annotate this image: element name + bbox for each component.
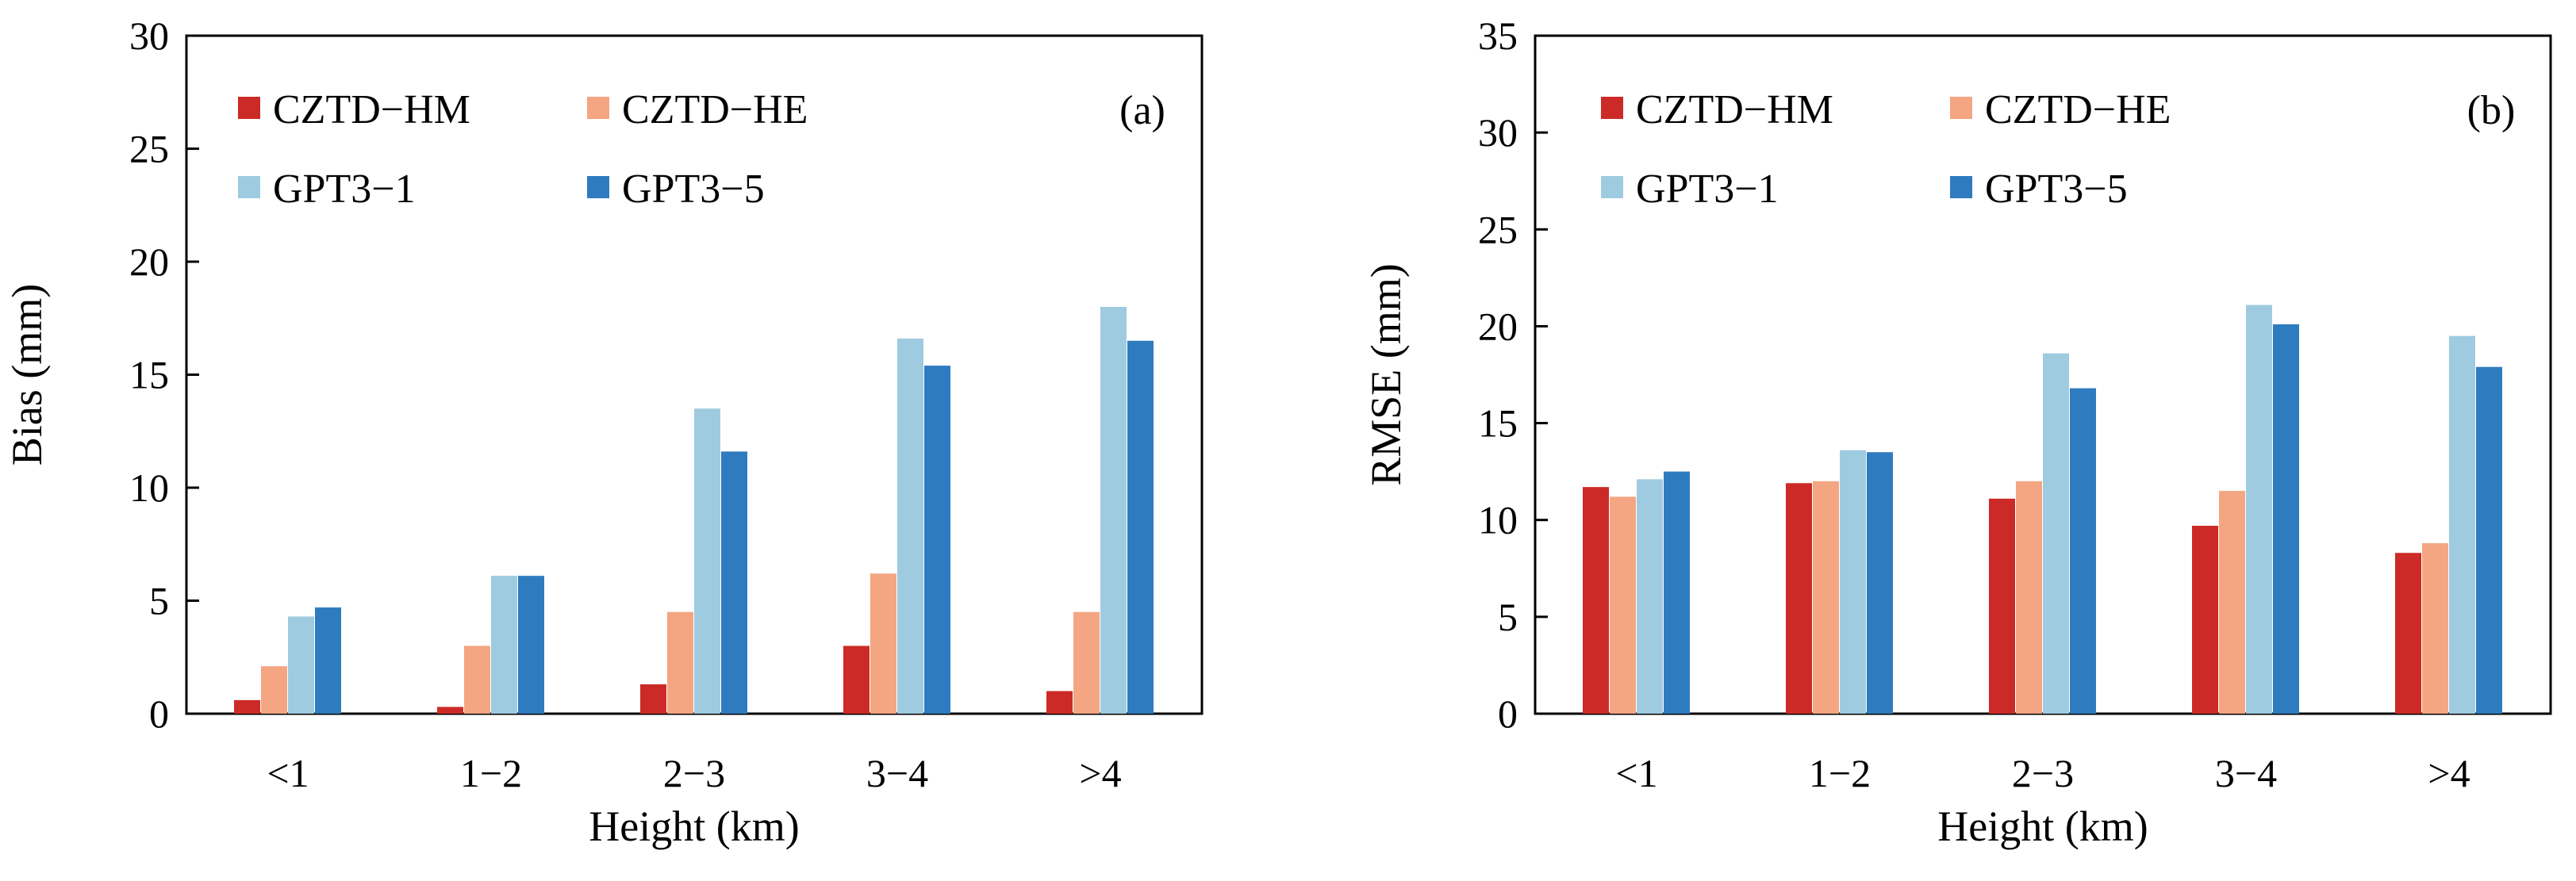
x-tick-label: <1 <box>267 751 309 795</box>
bar-gpt3-1-3-4 <box>2246 305 2272 714</box>
y-tick-label: 0 <box>149 691 169 736</box>
bar-cztd-hm-lt1 <box>234 699 260 714</box>
y-tick-label: 25 <box>129 127 169 171</box>
panel-b-rmse-chart: 0 5 10 15 20 25 30 35 <1 1−2 2−3 3−4 >4 Height (km) RM… <box>1362 13 2552 850</box>
bar-cztd-hm-2-3 <box>1989 498 2015 714</box>
bar-gpt3-1-gt4 <box>2449 335 2475 714</box>
bar-gpt3-5-2-3 <box>721 451 747 714</box>
y-tick-label: 35 <box>1478 13 1518 58</box>
x-tick-label: >4 <box>2428 751 2470 795</box>
x-tick-label: >4 <box>1079 751 1121 795</box>
bar-cztd-he-2-3 <box>2016 481 2042 714</box>
bar-cztd-he-3-4 <box>870 573 896 714</box>
bar-gpt3-5-3-4 <box>924 366 950 714</box>
x-tick-label: 3−4 <box>866 751 928 795</box>
x-tick-label: 2−3 <box>2012 751 2074 795</box>
bar-gpt3-5-3-4 <box>2273 324 2299 714</box>
x-tick-label: 1−2 <box>460 751 522 795</box>
y-tick-label: 10 <box>129 465 169 510</box>
panel-label: (a) <box>1119 88 1165 133</box>
bar-gpt3-1-lt1 <box>1637 479 1663 714</box>
y-tick-label: 5 <box>1498 595 1518 639</box>
y-tick-label: 20 <box>1478 304 1518 348</box>
legend-label-cztd-hm: CZTD−HM <box>273 87 470 132</box>
bar-cztd-hm-2-3 <box>640 684 666 714</box>
legend-label-cztd-he: CZTD−HE <box>622 87 808 132</box>
bar-gpt3-1-1-2 <box>1840 450 1866 714</box>
bar-cztd-hm-1-2 <box>1786 483 1812 714</box>
legend-swatch-cztd-hm <box>1601 97 1623 119</box>
bar-cztd-hm-gt4 <box>1046 691 1073 714</box>
bar-gpt3-1-lt1 <box>288 616 314 714</box>
bar-gpt3-1-1-2 <box>491 576 517 714</box>
bar-cztd-hm-3-4 <box>2192 526 2218 714</box>
legend-label-gpt3-1: GPT3−1 <box>273 167 416 212</box>
bar-cztd-hm-3-4 <box>843 645 870 714</box>
bar-cztd-hm-1-2 <box>437 707 463 714</box>
bar-gpt3-5-1-2 <box>1867 452 1893 714</box>
bar-cztd-he-2-3 <box>667 611 693 714</box>
legend-label-gpt3-5: GPT3−5 <box>622 167 765 212</box>
panel-a-bias-chart: 0 5 10 15 20 25 30 <1 1−2 2−3 3−4 >4 Height (km) Bias… <box>3 13 1204 850</box>
bar-gpt3-5-lt1 <box>1664 471 1690 714</box>
bar-cztd-he-1-2 <box>464 645 490 714</box>
legend-swatch-gpt3-1 <box>1601 176 1623 198</box>
y-tick-label: 25 <box>1478 207 1518 251</box>
legend-label-cztd-he: CZTD−HE <box>1985 87 2171 132</box>
legend-swatch-cztd-he <box>1950 97 1972 119</box>
bar-gpt3-5-gt4 <box>2476 366 2502 714</box>
bar-cztd-he-1-2 <box>1813 481 1839 714</box>
bar-gpt3-5-1-2 <box>518 576 544 714</box>
bar-gpt3-5-2-3 <box>2070 388 2096 714</box>
panel-label: (b) <box>2467 88 2516 133</box>
x-tick-label: <1 <box>1615 751 1657 795</box>
y-tick-label: 5 <box>149 579 169 623</box>
bar-gpt3-1-2-3 <box>2043 353 2069 714</box>
x-tick-label: 2−3 <box>663 751 725 795</box>
bar-gpt3-1-gt4 <box>1100 307 1127 714</box>
y-tick-label: 30 <box>129 13 169 58</box>
x-tick-label: 3−4 <box>2215 751 2277 795</box>
bar-gpt3-1-2-3 <box>694 408 720 714</box>
y-axis-title: RMSE (mm) <box>1362 263 1410 486</box>
legend-swatch-gpt3-5 <box>587 176 609 198</box>
legend-swatch-cztd-hm <box>238 97 260 119</box>
y-axis-title: Bias (mm) <box>3 284 51 465</box>
y-tick-label: 20 <box>129 239 169 284</box>
y-tick-label: 15 <box>1478 401 1518 446</box>
legend-swatch-gpt3-1 <box>238 176 260 198</box>
legend-swatch-cztd-he <box>587 97 609 119</box>
bar-cztd-he-lt1 <box>261 666 287 714</box>
bar-cztd-he-gt4 <box>2422 543 2448 714</box>
legend-label-gpt3-5: GPT3−5 <box>1985 167 2128 212</box>
bar-cztd-hm-gt4 <box>2395 553 2421 714</box>
y-tick-label: 0 <box>1498 691 1518 736</box>
bar-cztd-hm-lt1 <box>1583 487 1609 714</box>
y-tick-label: 15 <box>129 353 169 397</box>
bar-gpt3-5-gt4 <box>1127 340 1154 714</box>
y-tick-label: 30 <box>1478 110 1518 155</box>
bar-gpt3-1-3-4 <box>897 338 923 714</box>
x-axis-title: Height (km) <box>589 802 799 850</box>
bar-cztd-he-lt1 <box>1610 496 1636 714</box>
legend-label-cztd-hm: CZTD−HM <box>1636 87 1833 132</box>
bar-gpt3-5-lt1 <box>315 607 341 714</box>
x-tick-label: 1−2 <box>1809 751 1871 795</box>
x-axis-title: Height (km) <box>1937 802 2148 850</box>
y-tick-label: 10 <box>1478 498 1518 542</box>
bar-cztd-he-3-4 <box>2219 491 2245 714</box>
bar-cztd-he-gt4 <box>1073 611 1100 714</box>
legend-swatch-gpt3-5 <box>1950 176 1972 198</box>
legend-label-gpt3-1: GPT3−1 <box>1636 167 1779 212</box>
